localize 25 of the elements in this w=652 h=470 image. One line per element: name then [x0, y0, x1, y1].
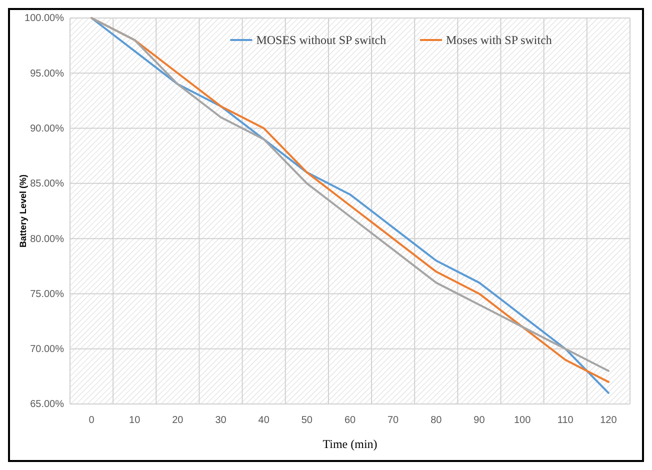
y-tick-label: 70.00% — [30, 344, 64, 356]
legend-label: Moses with SP switch — [446, 32, 552, 47]
legend-label: MOSES without SP switch — [256, 32, 386, 47]
x-tick-label: 70 — [388, 415, 400, 426]
y-tick-label: 75.00% — [30, 288, 64, 300]
y-tick-label: 80.00% — [30, 234, 64, 245]
y-tick-label: 95.00% — [30, 68, 64, 80]
y-tick-label: 65.00% — [30, 399, 64, 410]
x-tick-label: 60 — [344, 415, 356, 426]
x-tick-label: 100 — [514, 415, 532, 426]
y-axis-title: Battery Level (%) — [18, 174, 28, 248]
x-axis-title: Time (min) — [322, 437, 378, 451]
x-tick-label: 40 — [258, 415, 270, 426]
x-tick-label: 0 — [88, 415, 95, 426]
x-tick-label: 30 — [215, 415, 227, 426]
x-tick-label: 50 — [301, 415, 313, 426]
x-tick-label: 20 — [172, 415, 184, 426]
y-tick-label: 85.00% — [30, 178, 64, 190]
x-tick-label: 90 — [474, 415, 486, 426]
x-tick-label: 110 — [557, 415, 574, 426]
x-tick-label: 120 — [600, 415, 618, 426]
x-tick-label: 80 — [430, 415, 442, 426]
y-tick-label: 90.00% — [30, 123, 64, 134]
y-tick-label: 100.00% — [24, 13, 64, 24]
x-tick-label: 10 — [129, 415, 141, 426]
